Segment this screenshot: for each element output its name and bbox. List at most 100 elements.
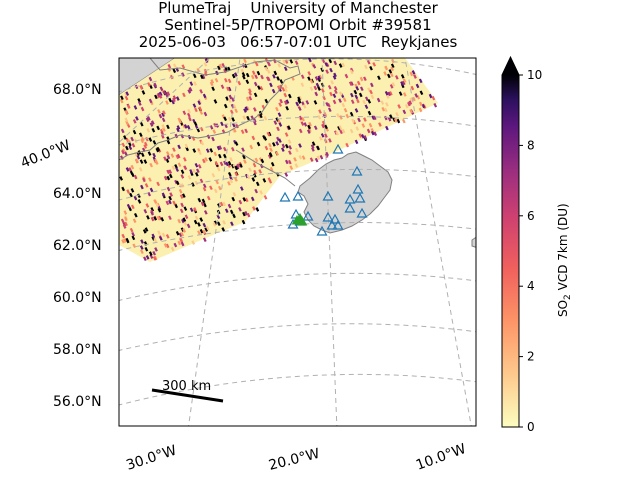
swath-pixel <box>395 75 399 80</box>
swath-pixel <box>166 151 170 156</box>
swath-pixel <box>355 86 360 91</box>
swath-pixel <box>136 154 141 160</box>
swath-pixel <box>243 159 247 164</box>
swath-pixel <box>157 109 161 114</box>
swath-pixel <box>138 167 143 172</box>
swath-pixel <box>151 127 156 133</box>
swath-pixel <box>276 126 280 132</box>
swath-pixel <box>187 175 192 180</box>
swath-pixel <box>284 132 289 137</box>
swath-pixel <box>222 220 226 225</box>
swath-pixel <box>180 169 185 175</box>
swath-pixel <box>279 79 284 84</box>
swath-pixel <box>126 189 130 194</box>
swath-pixel <box>383 71 387 76</box>
swath-pixel <box>246 212 251 218</box>
swath-pixel <box>227 160 232 166</box>
station-triangle <box>292 190 304 201</box>
swath-pixel <box>155 202 159 208</box>
swath-pixel <box>124 92 128 97</box>
swath-pixel <box>252 117 257 123</box>
swath-pixel <box>377 75 381 81</box>
swath-pixel <box>370 127 375 133</box>
swath-pixel <box>197 230 201 235</box>
swath-pixel <box>373 131 378 137</box>
swath-pixel <box>354 94 359 100</box>
swath-pixel <box>140 136 145 142</box>
swath-pixel <box>267 154 272 159</box>
colorbar-tick-label: 6 <box>527 209 535 223</box>
swath-pixel <box>272 142 276 147</box>
swath-pixel <box>183 124 188 129</box>
swath-pixel <box>332 99 337 105</box>
swath-pixel <box>130 136 134 142</box>
swath-pixel <box>256 141 261 147</box>
swath-pixel <box>248 88 252 93</box>
swath-pixel <box>369 89 373 95</box>
swath-pixel <box>338 125 343 130</box>
swath-pixel <box>223 116 227 122</box>
swath-pixel <box>318 136 323 141</box>
station-triangle <box>322 211 334 222</box>
swath-pixel <box>214 188 218 194</box>
swath-pixel <box>362 99 366 105</box>
swath-pixel <box>216 166 221 172</box>
swath-pixel <box>224 77 228 83</box>
swath-pixel <box>218 185 222 191</box>
swath-pixel <box>312 64 317 69</box>
swath-pixel <box>358 92 363 98</box>
swath-pixel <box>378 122 382 127</box>
swath-pixel <box>206 195 211 201</box>
swath-pixel <box>324 153 329 159</box>
swath-pixel <box>283 100 288 106</box>
swath-pixel <box>255 207 260 212</box>
swath-pixel <box>171 165 176 171</box>
colorbar-tick-label: 4 <box>527 279 535 293</box>
station-triangle <box>332 143 344 154</box>
lat-label-64: 64.0°N <box>53 186 102 202</box>
swath-pixel <box>175 180 180 186</box>
swath-pixel <box>216 214 221 220</box>
swath-pixel <box>285 143 289 149</box>
swath-pixel <box>389 114 393 119</box>
swath-pixel <box>325 101 329 107</box>
swath-pixel <box>187 112 191 118</box>
swath-pixel <box>158 91 163 97</box>
swath-pixel <box>260 158 265 164</box>
station-triangle <box>332 219 344 230</box>
swath-pixel <box>189 207 194 213</box>
swath-pixel <box>227 78 232 84</box>
swath-pixel <box>333 85 338 91</box>
swath-pixel <box>149 122 154 127</box>
swath-pixel <box>149 162 153 168</box>
swath-pixel <box>131 172 135 178</box>
swath-pixel <box>231 73 236 79</box>
swath-pixel <box>320 133 325 138</box>
swath-pixel <box>281 147 285 152</box>
swath-pixel <box>385 125 389 131</box>
swath-pixel <box>242 74 246 80</box>
lat-label-62: 62.0°N <box>53 238 102 254</box>
swath-pixel <box>273 70 278 76</box>
swath-pixel <box>372 115 377 121</box>
swath-pixel <box>269 147 273 153</box>
swath-pixel <box>335 130 339 136</box>
swath-pixel <box>400 74 405 79</box>
swath-pixel <box>412 96 416 102</box>
swath-pixel <box>153 82 158 88</box>
swath-pixel <box>401 80 406 86</box>
swath-pixel <box>215 179 219 185</box>
swath-pixel <box>355 126 360 131</box>
map-area: 300 km <box>119 58 476 426</box>
swath-pixel <box>278 122 283 127</box>
swath-pixel <box>157 207 162 213</box>
swath-pixel <box>179 237 183 243</box>
swath-pixel <box>162 110 166 115</box>
swath-pixel <box>180 202 184 208</box>
swath-pixel <box>298 106 302 111</box>
swath-pixel <box>163 156 167 161</box>
swath-pixel <box>250 196 255 202</box>
swath-pixel <box>252 162 257 168</box>
swath-pixel <box>139 132 143 138</box>
swath-pixel <box>186 124 191 130</box>
